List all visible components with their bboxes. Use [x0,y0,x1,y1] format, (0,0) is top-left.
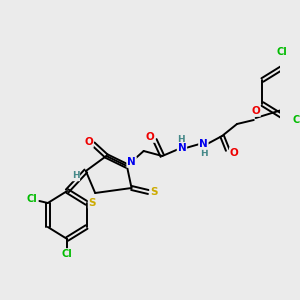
Text: N: N [199,139,208,149]
Text: O: O [251,106,260,116]
Text: N: N [178,143,186,153]
Text: S: S [150,187,158,197]
Text: Cl: Cl [26,194,37,204]
Text: Cl: Cl [292,115,300,125]
Text: H: H [200,148,208,158]
Text: O: O [146,132,154,142]
Text: S: S [88,198,96,208]
Text: O: O [84,137,93,147]
Text: N: N [127,157,136,167]
Text: O: O [230,148,239,158]
Text: Cl: Cl [62,249,73,259]
Text: H: H [177,134,185,143]
Text: H: H [72,172,80,181]
Text: Cl: Cl [276,47,287,57]
